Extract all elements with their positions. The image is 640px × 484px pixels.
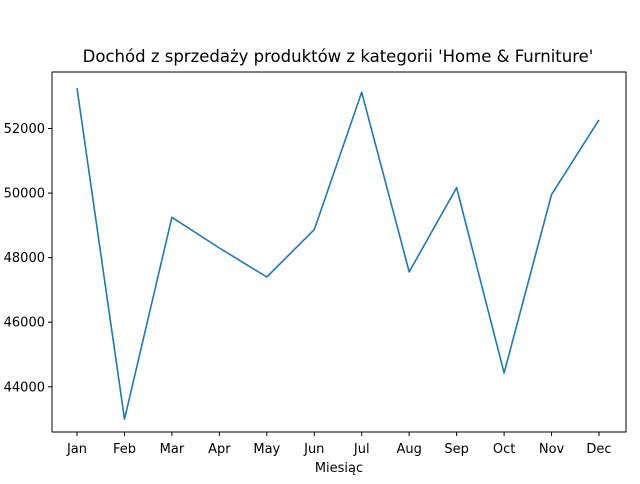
chart-title: Dochód z sprzedaży produktów z kategorii… <box>83 47 594 66</box>
x-tick-label: Nov <box>539 442 565 457</box>
x-axis-label: Miesiąc <box>315 461 363 476</box>
y-tick-label: 52000 <box>4 122 45 137</box>
x-axis-ticks: Jan Feb Mar Apr May Jun Jul Aug Sep Oct Nov Dec <box>66 432 612 457</box>
x-tick-label: Jan <box>66 442 87 457</box>
series-line <box>76 87 600 420</box>
series-layer <box>76 87 600 420</box>
y-tick-label: 46000 <box>4 316 45 331</box>
x-tick-label: Jun <box>303 442 324 457</box>
x-tick-label: Oct <box>493 442 515 457</box>
x-tick-label: May <box>253 442 280 457</box>
y-tick-label: 50000 <box>4 187 45 202</box>
x-tick-label: Sep <box>444 442 469 457</box>
y-tick-label: 44000 <box>4 380 45 395</box>
x-tick-label: Feb <box>113 442 136 457</box>
x-tick-label: Mar <box>160 442 185 457</box>
x-tick-label: Jul <box>353 442 370 457</box>
axes-frame <box>51 71 627 433</box>
y-axis-ticks: 44000 46000 48000 50000 52000 <box>4 122 52 395</box>
x-tick-label: Aug <box>396 442 421 457</box>
x-tick-label: Apr <box>208 442 231 457</box>
x-tick-label: Dec <box>586 442 611 457</box>
y-tick-label: 48000 <box>4 251 45 266</box>
